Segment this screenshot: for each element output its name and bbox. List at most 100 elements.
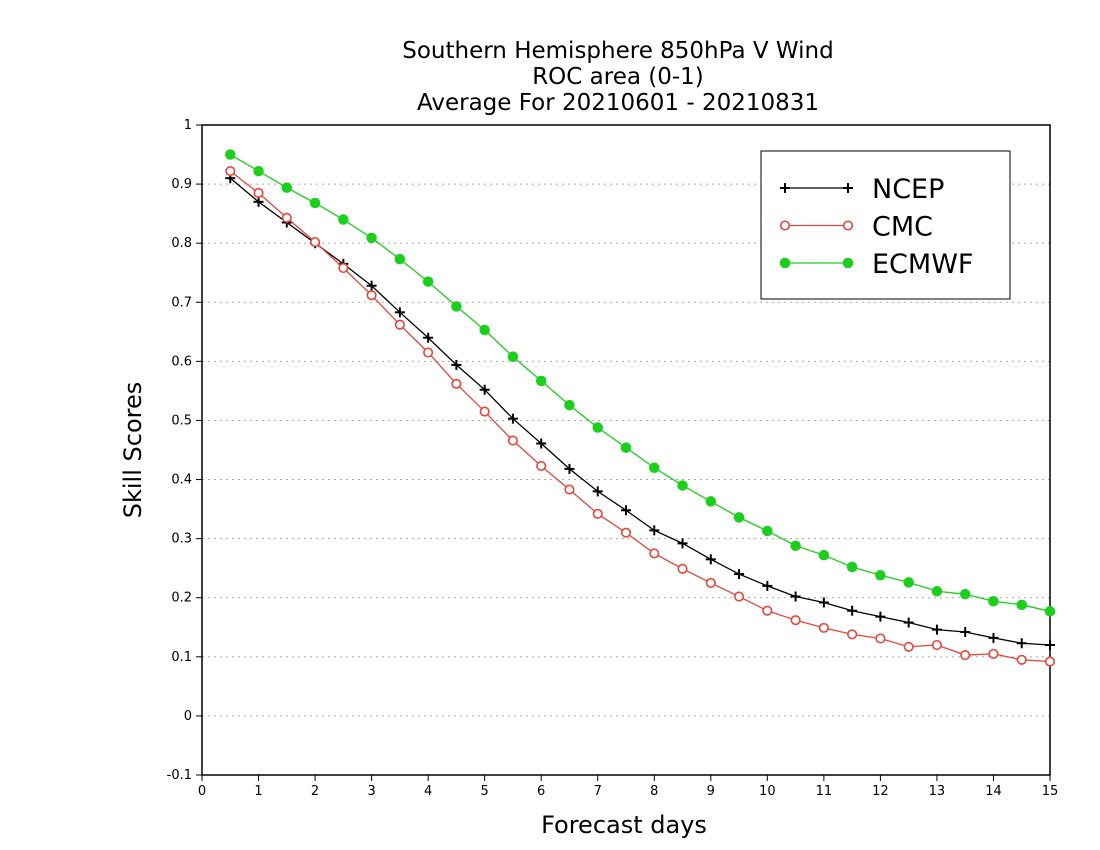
data-point-cmc xyxy=(253,187,264,199)
y-tick-label: 0.9 xyxy=(171,177,192,192)
x-tick-label: 6 xyxy=(537,784,545,799)
data-point-ecmwf xyxy=(1044,606,1056,617)
y-tick-label: 1 xyxy=(184,118,192,133)
x-tick-label: 14 xyxy=(985,784,1002,799)
data-point-cmc xyxy=(790,615,801,626)
data-point-ncep xyxy=(960,627,971,637)
data-point-cmc xyxy=(847,629,858,640)
data-point-cmc xyxy=(875,633,886,644)
data-point-ecmwf xyxy=(875,570,886,581)
y-tick-label: 0.6 xyxy=(171,354,192,369)
data-point-ncep xyxy=(818,597,829,608)
data-series xyxy=(225,149,1056,667)
y-tick-label: 0.5 xyxy=(171,413,192,428)
data-point-ncep xyxy=(507,413,518,424)
data-point-cmc xyxy=(366,290,377,301)
data-point-ncep xyxy=(592,486,603,497)
y-tick-label: 0.3 xyxy=(171,532,192,547)
data-point-ncep xyxy=(564,463,575,474)
data-point-ecmwf xyxy=(762,525,773,537)
data-point-cmc xyxy=(734,591,745,602)
data-point-ncep xyxy=(451,359,462,370)
x-tick-label: 11 xyxy=(816,784,833,799)
plot-frame xyxy=(201,124,1051,776)
data-point-ncep xyxy=(366,280,377,291)
data-point-ecmwf xyxy=(677,480,688,491)
legend: NCEP CMC ECMWF xyxy=(760,150,1011,300)
data-point-ecmwf xyxy=(733,512,745,523)
legend-label-ncep: NCEP xyxy=(872,174,944,205)
data-point-ncep xyxy=(931,624,942,635)
data-point-ecmwf xyxy=(366,232,377,244)
data-point-ncep xyxy=(253,196,264,207)
x-tick-label: 0 xyxy=(198,784,206,799)
data-point-cmc xyxy=(564,484,575,495)
x-tick-label: 3 xyxy=(367,784,375,799)
legend-marker-ncep xyxy=(780,183,790,193)
data-point-ncep xyxy=(649,525,660,536)
data-point-ecmwf xyxy=(338,214,349,225)
x-tick-label: 1 xyxy=(254,784,262,799)
x-tick-label: 10 xyxy=(759,784,776,799)
legend-label-cmc: CMC xyxy=(872,212,933,243)
data-point-ecmwf xyxy=(903,577,914,588)
data-point-ecmwf xyxy=(253,165,264,177)
data-point-ncep xyxy=(1016,638,1027,649)
data-point-ecmwf xyxy=(394,253,406,265)
data-point-cmc xyxy=(960,649,971,661)
x-tick-label: 8 xyxy=(650,784,658,799)
data-point-cmc xyxy=(338,262,349,274)
legend-marker-cmc xyxy=(842,220,854,231)
x-tick-label: 5 xyxy=(481,784,489,799)
data-point-cmc xyxy=(677,563,688,574)
data-point-ecmwf xyxy=(225,149,236,160)
data-point-ecmwf xyxy=(649,462,660,473)
data-point-cmc xyxy=(451,378,462,389)
y-tick-label: 0.1 xyxy=(171,650,192,665)
data-point-ncep xyxy=(734,569,745,580)
data-point-ncep xyxy=(705,554,716,565)
y-tick-label: 0.4 xyxy=(171,473,192,488)
data-point-cmc xyxy=(423,347,434,358)
data-point-cmc xyxy=(988,648,999,659)
chart-title-line-3: Average For 20210601 - 20210831 xyxy=(417,90,819,116)
y-tick-label: 0.2 xyxy=(171,591,192,606)
data-point-ncep xyxy=(1045,640,1055,650)
axes: -0.100.10.20.30.40.50.60.70.80.910 1 2 3 4 5 6… xyxy=(167,118,1059,799)
data-point-ecmwf xyxy=(564,399,575,411)
data-point-cmc xyxy=(620,527,632,538)
x-tick-label: 7 xyxy=(594,784,602,799)
chart-title-line-2: ROC area (0-1) xyxy=(532,64,704,90)
data-point-ncep xyxy=(479,384,490,395)
data-point-ecmwf xyxy=(705,496,717,507)
chart-title-line-1: Southern Hemisphere 850hPa V Wind xyxy=(402,38,833,64)
y-tick-label: 0 xyxy=(184,709,192,724)
legend-label-ecmwf: ECMWF xyxy=(872,249,973,280)
y-tick-label: 0.8 xyxy=(171,236,192,251)
data-point-cmc xyxy=(931,639,942,651)
data-point-ncep xyxy=(988,632,999,643)
data-point-cmc xyxy=(649,548,660,559)
data-point-cmc xyxy=(762,605,773,616)
data-point-ncep xyxy=(790,591,801,602)
x-tick-label: 4 xyxy=(424,784,432,799)
data-point-cmc xyxy=(479,406,490,417)
data-point-ncep xyxy=(847,605,858,616)
y-tick-label: -0.1 xyxy=(167,768,192,783)
data-point-ecmwf xyxy=(281,182,293,193)
series-line-ncep xyxy=(229,177,1051,646)
data-point-ncep xyxy=(394,307,405,318)
data-point-cmc xyxy=(818,622,829,633)
data-point-cmc xyxy=(592,508,603,519)
data-point-cmc xyxy=(903,641,914,652)
data-point-ecmwf xyxy=(988,596,999,607)
x-tick-label: 12 xyxy=(872,784,889,799)
data-point-ecmwf xyxy=(479,324,490,336)
data-point-ncep xyxy=(677,538,688,549)
data-point-ncep xyxy=(875,611,886,622)
data-point-ecmwf xyxy=(451,301,462,312)
data-point-cmc xyxy=(507,435,518,446)
data-point-ecmwf xyxy=(931,585,943,597)
data-point-ncep xyxy=(536,438,547,449)
